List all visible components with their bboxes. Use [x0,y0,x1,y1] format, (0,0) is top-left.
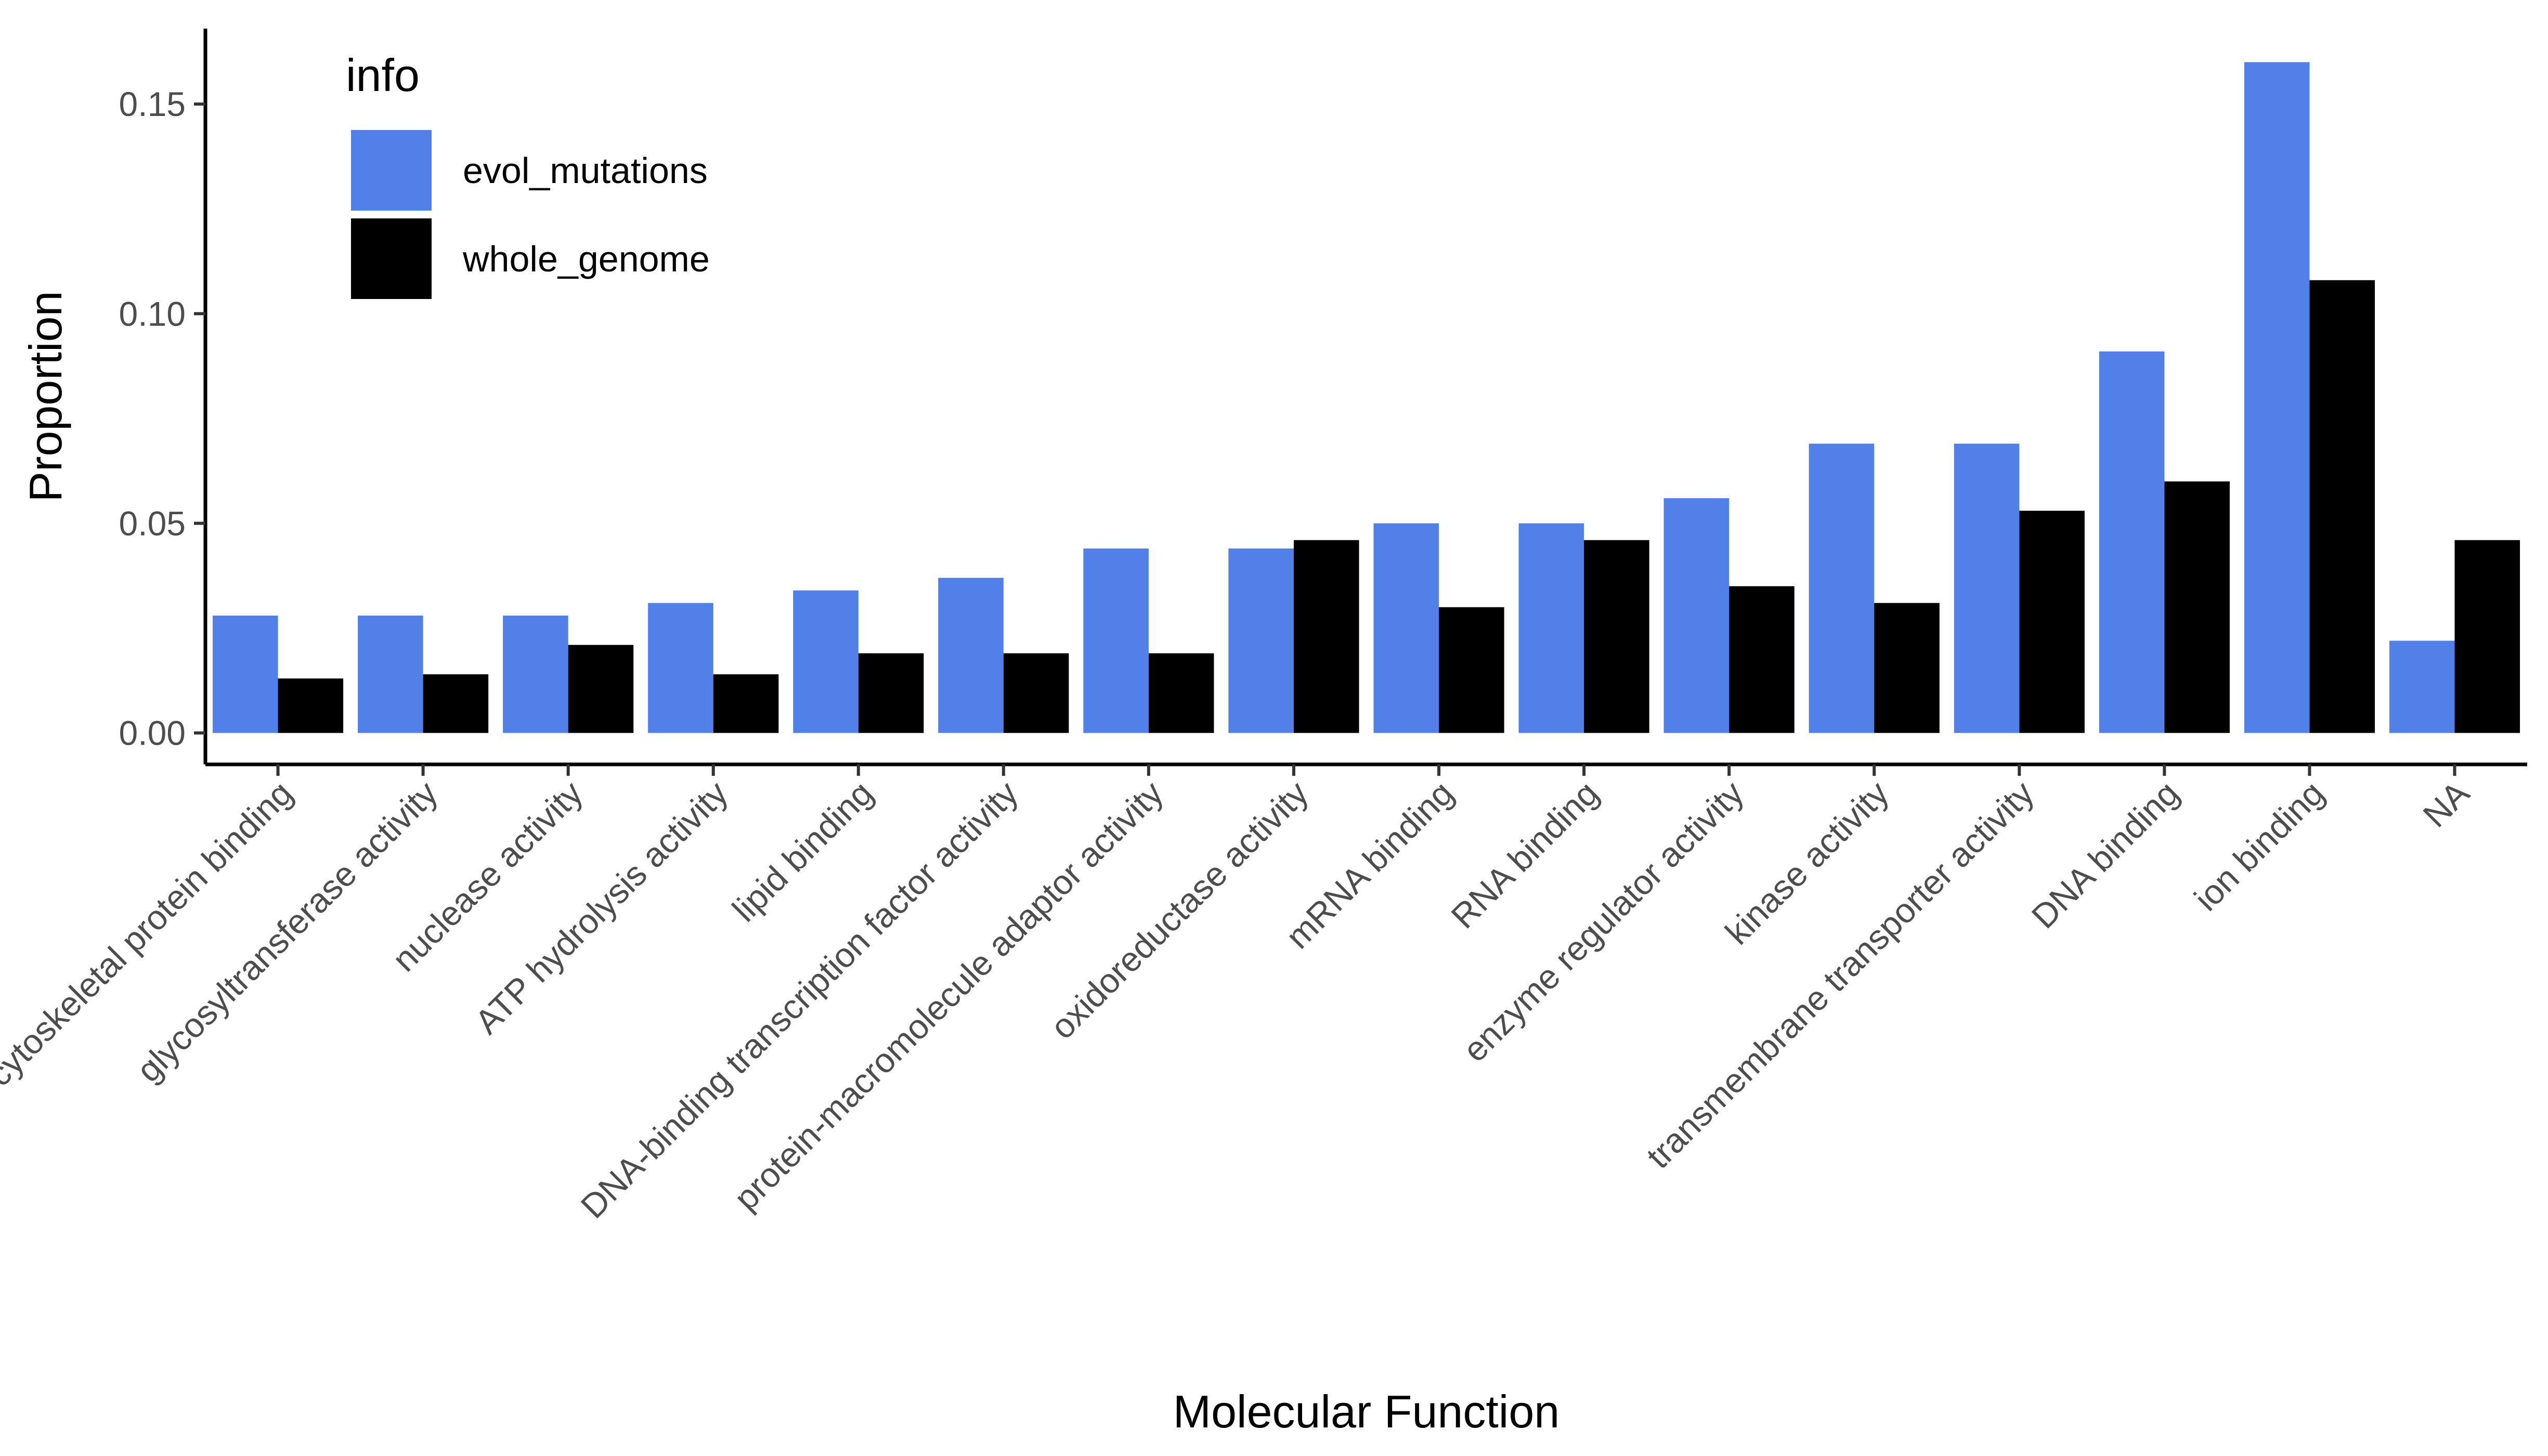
x-axis-title: Molecular Function [1173,1386,1559,1437]
y-axis-title: Proportion [20,291,71,502]
bar-whole-genome-rna-binding [1584,540,1649,733]
bar-evol-mutations-cytoskeletal-protein-binding [212,615,278,733]
x-tick-label-glycosyltransferase-activity: glycosyltransferase activity [129,774,445,1089]
bar-whole-genome-na [2454,540,2520,733]
y-tick-label: 0.05 [119,504,186,542]
bar-evol-mutations-glycosyltransferase-activity [358,615,423,733]
bar-evol-mutations-rna-binding [1518,523,1584,733]
bar-whole-genome-kinase-activity [1874,603,1940,733]
bars-layer [212,62,2520,733]
x-tick-label-na: NA [2415,774,2476,835]
x-tick-label-enzyme-regulator-activity: enzyme regulator activity [1455,774,1751,1069]
legend-label-whole-genome: whole_genome [462,239,710,279]
bar-whole-genome-oxidoreductase-activity [1293,540,1359,733]
bar-evol-mutations-enzyme-regulator-activity [1663,498,1730,733]
bar-evol-mutations-ion-binding [2244,62,2310,733]
bar-evol-mutations-mrna-binding [1373,523,1439,733]
legend-key-evol-mutations [351,130,432,211]
bar-whole-genome-enzyme-regulator-activity [1729,586,1795,733]
y-tick-label: 0.15 [119,85,186,123]
bar-whole-genome-atp-hydrolysis-activity [713,674,779,733]
y-axis: 0.00 0.05 0.10 0.15 [119,29,207,764]
bar-whole-genome-protein-macromolecule-adaptor-activity [1148,653,1214,733]
x-axis: cytoskeletal protein bindingglycosyltran… [0,762,2527,1226]
bar-evol-mutations-dna-binding-transcription-factor-activity [938,578,1004,733]
bar-evol-mutations-oxidoreductase-activity [1228,548,1294,733]
bar-whole-genome-cytoskeletal-protein-binding [278,678,344,733]
bar-whole-genome-mrna-binding [1439,607,1504,733]
bar-whole-genome-ion-binding [2309,280,2375,733]
bar-whole-genome-nuclease-activity [568,645,634,733]
bar-evol-mutations-atp-hydrolysis-activity [648,603,713,733]
x-tick-label-atp-hydrolysis-activity: ATP hydrolysis activity [467,774,735,1042]
x-tick-label-lipid-binding: lipid binding [725,774,880,929]
legend-label-evol-mutations: evol_mutations [463,150,708,191]
bar-evol-mutations-lipid-binding [793,590,859,733]
y-tick-label: 0.00 [119,714,186,752]
bar-evol-mutations-dna-binding [2099,351,2165,733]
legend-title: info [346,49,420,101]
bar-evol-mutations-na [2389,641,2455,733]
x-tick-label-ion-binding: ion binding [2187,774,2331,918]
bar-whole-genome-dna-binding [2164,481,2230,733]
legend: info evol_mutations whole_genome [346,49,710,299]
x-tick-label-rna-binding: RNA binding [1444,774,1606,936]
x-tick-label-dna-binding: DNA binding [2024,774,2186,936]
legend-key-whole-genome [351,218,432,299]
bar-whole-genome-glycosyltransferase-activity [423,674,489,733]
bar-whole-genome-lipid-binding [858,653,924,733]
bar-evol-mutations-transmembrane-transporter-activity [1954,444,2020,733]
bar-evol-mutations-protein-macromolecule-adaptor-activity [1083,548,1149,733]
bar-evol-mutations-nuclease-activity [503,615,568,733]
x-tick-label-oxidoreductase-activity: oxidoreductase activity [1043,774,1315,1046]
y-tick-label: 0.10 [119,294,186,333]
bar-whole-genome-dna-binding-transcription-factor-activity [1003,653,1069,733]
bar-whole-genome-transmembrane-transporter-activity [2019,511,2085,733]
bar-evol-mutations-kinase-activity [1809,444,1875,733]
